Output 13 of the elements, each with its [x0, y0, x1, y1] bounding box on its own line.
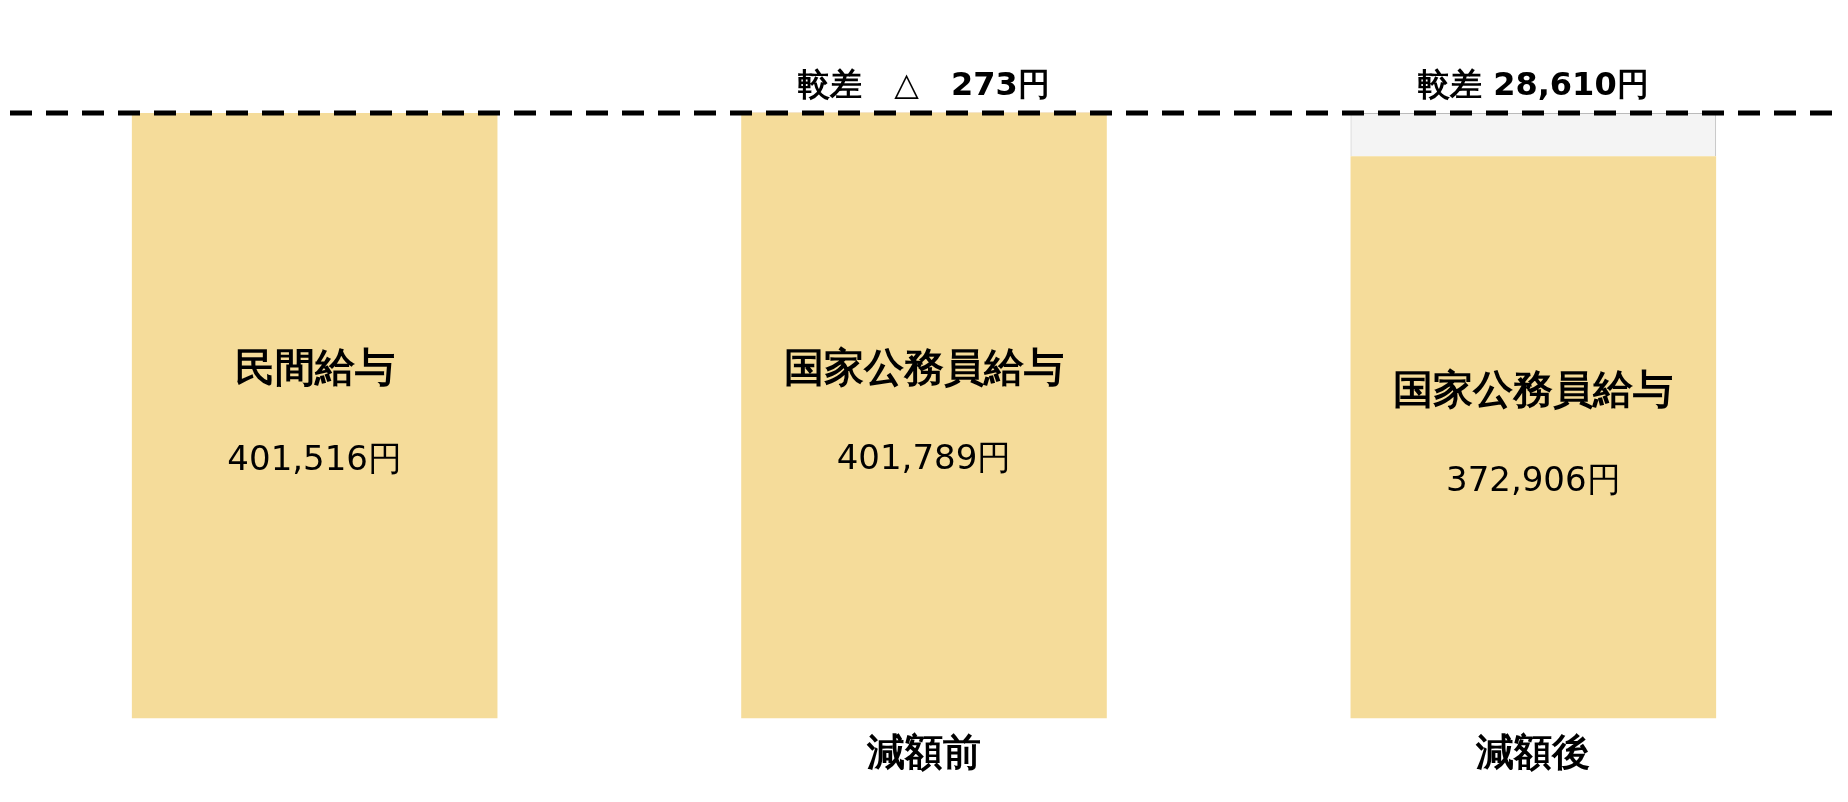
x-tick-label: 減額後 [1475, 730, 1591, 775]
annotation: 国家公務員給与 [1393, 365, 1674, 412]
data-label: 401,516円 [227, 437, 402, 478]
bar [741, 112, 1107, 719]
data-label: 較差 △ 273円 [798, 64, 1050, 103]
bar [1350, 156, 1717, 719]
x-tick-label: 減額前 [866, 730, 981, 775]
data-label: 372,906円 [1446, 459, 1621, 500]
data-label: 較差 28,610円 [1418, 65, 1649, 104]
annotation: 国家公務員給与 [784, 343, 1064, 390]
annotation: 民間給与 [234, 344, 395, 391]
data-label: 401,789円 [836, 437, 1012, 478]
bar [131, 113, 498, 719]
